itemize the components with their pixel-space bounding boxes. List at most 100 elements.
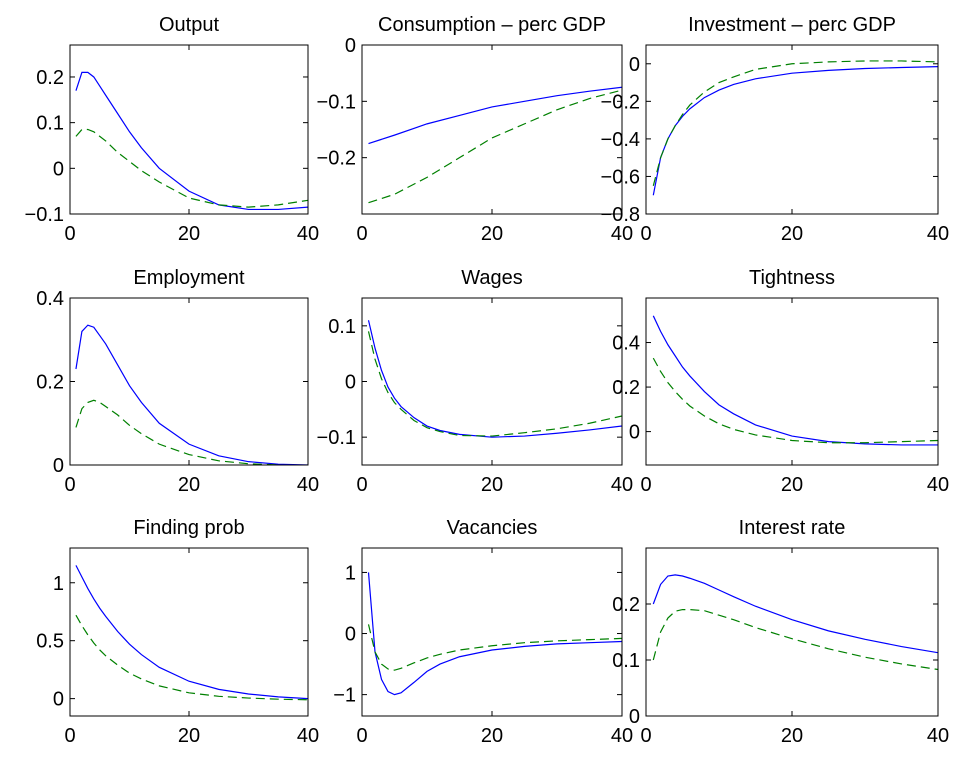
plot-area: [652, 60, 938, 196]
y-tick-label: 0: [629, 54, 640, 76]
x-tick-label: 40: [611, 474, 633, 496]
y-tick-label: 0.4: [36, 288, 64, 310]
y-tick-label: 0: [345, 35, 356, 57]
plot-area: [652, 315, 938, 446]
y-tick-label: −0.1: [25, 204, 64, 226]
axes-box: [361, 297, 623, 466]
subplot: Wages 0 20 40 −0.1 0 0.1: [317, 267, 634, 496]
x-tick-label: 20: [481, 725, 503, 747]
axes-background: [362, 298, 622, 465]
y-tick-label: 0: [53, 689, 64, 711]
axes-box: [69, 297, 309, 466]
series-line: [367, 331, 622, 437]
subplot: Finding prob 0 20 40 0 0.5 1: [36, 517, 319, 747]
subplot-title: Investment – perc GDP: [688, 14, 896, 36]
subplot-title: Wages: [461, 267, 523, 289]
y-tick-label: 0.1: [36, 113, 64, 135]
series-line: [367, 320, 622, 438]
x-tick-label: 0: [64, 725, 75, 747]
series-line: [75, 565, 308, 700]
subplot-title: Tightness: [749, 267, 835, 289]
y-tick-label: −0.1: [317, 91, 356, 113]
y-tick-label: 0.1: [612, 650, 640, 672]
axes-box: [361, 44, 623, 215]
subplot-title: Interest rate: [739, 517, 846, 539]
axes-box: [645, 547, 939, 717]
axes-background: [646, 548, 938, 716]
plot-area: [367, 320, 622, 438]
x-tick-label: 40: [927, 725, 949, 747]
series-line: [652, 60, 938, 186]
y-tick-label: −0.1: [317, 427, 356, 449]
series-line: [652, 609, 938, 671]
y-tick-label: 0: [345, 372, 356, 394]
x-tick-label: 0: [640, 223, 651, 245]
x-tick-label: 40: [297, 223, 319, 245]
x-tick-label: 20: [781, 223, 803, 245]
subplot: Employment 0 20 40 0 0.2 0.4: [36, 267, 319, 496]
axes-box: [69, 547, 309, 717]
axes-box: [645, 297, 939, 466]
series-line: [75, 399, 300, 465]
y-tick-label: 0: [53, 455, 64, 477]
x-tick-label: 20: [781, 725, 803, 747]
x-tick-label: 0: [64, 474, 75, 496]
axes-box: [645, 44, 939, 215]
x-tick-label: 40: [611, 223, 633, 245]
y-tick-label: 0: [629, 706, 640, 728]
axes-background: [362, 548, 622, 716]
series-line: [75, 128, 308, 208]
x-tick-label: 20: [781, 474, 803, 496]
x-tick-label: 40: [297, 474, 319, 496]
x-tick-label: 20: [178, 474, 200, 496]
subplot-title: Finding prob: [133, 517, 244, 539]
series-line: [652, 65, 938, 196]
axes-background: [70, 45, 308, 214]
x-tick-label: 0: [356, 474, 367, 496]
y-tick-label: 0: [629, 422, 640, 444]
y-tick-label: −0.4: [601, 129, 640, 151]
axes-background: [70, 298, 308, 465]
axes-box: [69, 44, 309, 215]
y-tick-label: 0: [53, 158, 64, 180]
plot-area: [75, 565, 308, 701]
series-line: [368, 86, 622, 145]
plot-area: [75, 71, 308, 211]
subplot: Tightness 0 20 40 0 0.2 0.4: [612, 267, 949, 496]
y-tick-label: −0.2: [601, 91, 640, 113]
axes-background: [646, 45, 938, 214]
y-tick-label: 1: [345, 562, 356, 584]
y-tick-label: 0.2: [612, 377, 640, 399]
subplot-title: Vacancies: [447, 517, 538, 539]
series-line: [367, 624, 622, 671]
x-tick-label: 0: [64, 223, 75, 245]
x-tick-label: 40: [297, 725, 319, 747]
series-line: [652, 574, 938, 654]
y-tick-label: 0: [345, 624, 356, 646]
series-line: [652, 357, 938, 444]
plot-area: [367, 572, 622, 696]
axes-background: [70, 548, 308, 716]
x-tick-label: 20: [178, 725, 200, 747]
x-tick-label: 0: [640, 725, 651, 747]
subplot: Consumption – perc GDP 0 20 40 −0.2 −0.1 0: [317, 14, 634, 245]
subplot-title: Consumption – perc GDP: [378, 14, 606, 36]
x-tick-label: 40: [927, 474, 949, 496]
x-tick-label: 0: [356, 725, 367, 747]
x-tick-label: 40: [611, 725, 633, 747]
axes-box: [361, 547, 623, 717]
series-line: [75, 71, 308, 211]
y-tick-label: 0.4: [612, 333, 640, 355]
y-tick-label: 0.1: [328, 316, 356, 338]
y-tick-label: 0.2: [612, 594, 640, 616]
subplot-title: Employment: [133, 267, 245, 289]
x-tick-label: 40: [927, 223, 949, 245]
series-line: [75, 324, 308, 465]
y-tick-label: 0.5: [36, 631, 64, 653]
